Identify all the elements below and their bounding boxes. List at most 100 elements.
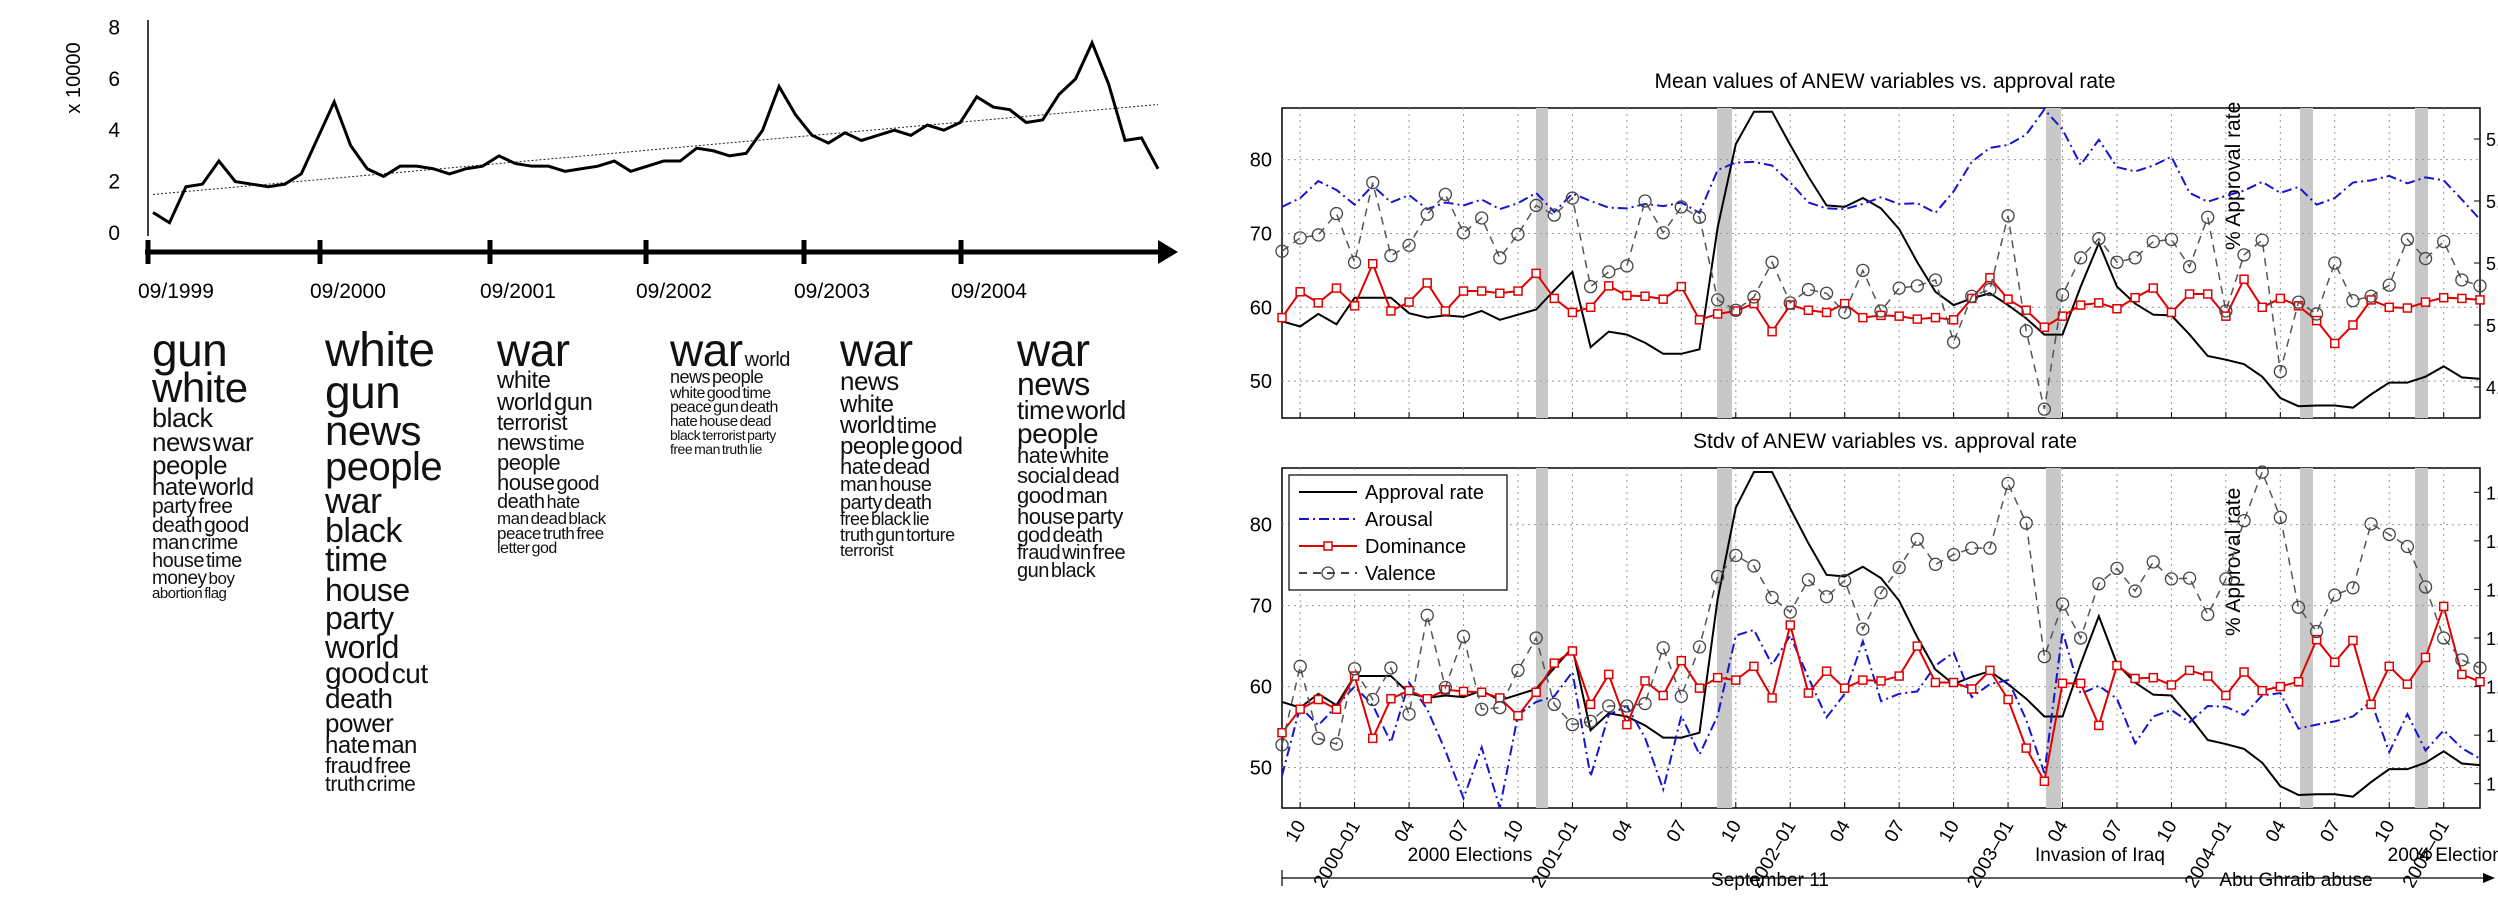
valence-point bbox=[2182, 260, 2197, 274]
word-cloud-line: man crime bbox=[152, 533, 256, 553]
y-tick-label: 50 bbox=[1250, 371, 1272, 393]
valence-point bbox=[1656, 641, 1670, 655]
valence-point bbox=[1765, 255, 1779, 269]
cloud-word: free bbox=[670, 440, 693, 457]
dominance-point bbox=[2166, 680, 2177, 690]
cloud-word: terrorist bbox=[702, 426, 746, 443]
valence-point bbox=[2400, 539, 2415, 554]
valence-point bbox=[1838, 573, 1852, 588]
right-tick-label: 1. bbox=[2486, 629, 2498, 649]
top-y-axis-label: % Approval rate bbox=[2222, 102, 2245, 250]
valence-point bbox=[1729, 548, 1743, 563]
valence-point bbox=[2328, 588, 2342, 602]
valence-point bbox=[1565, 717, 1580, 732]
valence-point bbox=[2237, 248, 2251, 262]
valence-point bbox=[1838, 305, 1852, 320]
cloud-word: hate bbox=[1017, 443, 1058, 469]
dominance-point bbox=[1458, 286, 1469, 296]
word-cloud-line: people bbox=[1017, 419, 1128, 447]
word-cloud-line: news time bbox=[497, 431, 608, 454]
cloud-word: hate bbox=[670, 412, 698, 430]
dominance-point bbox=[1622, 719, 1632, 730]
event-band bbox=[1717, 108, 1732, 418]
cloud-word: death bbox=[740, 398, 778, 416]
valence-point bbox=[1420, 207, 1434, 221]
cloud-word: good bbox=[204, 513, 249, 537]
dominance-point bbox=[1440, 306, 1451, 316]
timeline-y-tick: 0 bbox=[108, 222, 120, 245]
cloud-word: man bbox=[840, 473, 878, 496]
timeline-series-line bbox=[152, 39, 1160, 225]
word-cloud-line: houseparty bbox=[1017, 505, 1128, 527]
right-tick-label: 1. bbox=[2486, 483, 2498, 503]
dominance-point bbox=[1948, 315, 1959, 325]
dominance-point bbox=[1513, 710, 1523, 721]
x-tick-label: 10 bbox=[2153, 817, 2182, 846]
dominance-point bbox=[2130, 673, 2140, 684]
dominance-point bbox=[1313, 694, 1324, 705]
valence-point bbox=[2110, 255, 2124, 269]
valence-point bbox=[1475, 702, 1489, 716]
dominance-point bbox=[1894, 671, 1904, 681]
x-tick-label: 07 bbox=[2099, 817, 2128, 846]
y-tick-label: 70 bbox=[1250, 596, 1272, 618]
valence-point bbox=[1946, 547, 1961, 562]
valence-point bbox=[1293, 659, 1307, 673]
cloud-word: news bbox=[152, 427, 211, 458]
cloud-word: party bbox=[840, 491, 882, 514]
valence-point bbox=[2473, 279, 2487, 293]
word-cloud-line: white bbox=[840, 392, 964, 416]
valence-point bbox=[1983, 282, 1997, 297]
valence-point bbox=[1583, 714, 1598, 729]
dominance-point bbox=[2311, 634, 2322, 645]
dominance-point bbox=[1676, 655, 1687, 666]
dominance-point bbox=[1967, 684, 1977, 694]
valence-point bbox=[1583, 279, 1598, 294]
dominance-point bbox=[1894, 311, 1904, 321]
cloud-word: people bbox=[325, 444, 443, 489]
valence-point bbox=[1402, 238, 1416, 252]
valence-point bbox=[2146, 555, 2160, 569]
dominance-point bbox=[1676, 281, 1687, 292]
valence-point bbox=[1529, 631, 1543, 645]
cloud-word: gun bbox=[325, 366, 401, 419]
event-band bbox=[2046, 468, 2061, 808]
valence-point bbox=[1547, 697, 1561, 712]
word-cloud-line: white bbox=[152, 367, 256, 409]
word-cloud-line: worldgun bbox=[497, 390, 608, 414]
word-cloud-line: goodcut bbox=[325, 658, 444, 688]
word-cloud-line: terrorist bbox=[840, 542, 964, 559]
valence-point bbox=[2092, 231, 2106, 246]
timeline-date-label: 09/2003 bbox=[794, 280, 870, 301]
dominance-point bbox=[1876, 676, 1886, 686]
cloud-word: black bbox=[871, 509, 911, 530]
cloud-word: people bbox=[1017, 417, 1099, 449]
legend-label: Approval rate bbox=[1365, 482, 1484, 504]
dominance-point bbox=[2475, 295, 2485, 305]
cloud-word: good bbox=[706, 384, 741, 402]
dominance-point bbox=[1912, 314, 1923, 324]
word-cloud-line: time bbox=[325, 543, 444, 577]
word-cloud-line: timeworld bbox=[1017, 397, 1128, 423]
valence-point bbox=[2128, 584, 2142, 598]
cloud-word: truth bbox=[721, 440, 748, 457]
valence-point bbox=[1275, 244, 1289, 258]
valence-point bbox=[1565, 191, 1580, 205]
series-line-valence bbox=[1281, 182, 2481, 410]
dominance-point bbox=[2457, 669, 2467, 680]
cloud-word: white bbox=[670, 384, 705, 402]
dominance-point bbox=[1731, 675, 1741, 685]
dominance-point bbox=[1277, 727, 1287, 738]
cloud-word: house bbox=[152, 549, 205, 572]
valence-point bbox=[1801, 282, 1816, 297]
valence-point bbox=[1293, 231, 1307, 245]
dominance-point bbox=[1349, 301, 1360, 311]
word-cloud-line: war world bbox=[670, 327, 792, 373]
dominance-point bbox=[2003, 694, 2013, 705]
word-cloud-line: hate house dead bbox=[670, 412, 792, 430]
valence-point bbox=[2164, 232, 2179, 247]
dominance-point bbox=[1948, 677, 1959, 688]
cloud-word: good bbox=[556, 473, 599, 496]
valence-point bbox=[1729, 303, 1743, 317]
valence-point bbox=[1384, 661, 1398, 675]
